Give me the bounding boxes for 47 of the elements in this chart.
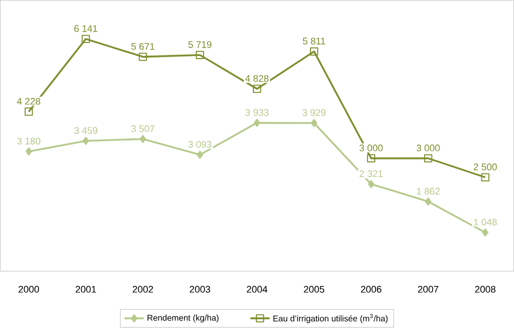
point	[196, 150, 204, 160]
data-label: 3 000	[360, 144, 383, 152]
data-label: 2 500	[474, 164, 497, 171]
point	[196, 51, 204, 60]
data-label: 3 000	[416, 144, 440, 152]
data-label: 3 093	[188, 141, 212, 148]
data-label: 3 929	[302, 109, 326, 116]
x-tick-label: 2008	[475, 286, 496, 293]
data-label: 4 228	[17, 98, 40, 105]
data-label: 3 507	[131, 126, 154, 132]
point	[252, 84, 262, 94]
data-label: 3 459	[74, 127, 98, 134]
x-tick-label: 2000	[18, 286, 40, 293]
x-tick-label: 2002	[132, 286, 154, 293]
point	[140, 135, 146, 144]
point	[310, 48, 318, 56]
point	[82, 35, 90, 44]
x-tick-label: 2004	[246, 286, 268, 293]
x-tick-label: 2007	[418, 286, 438, 293]
point	[482, 228, 488, 237]
x-tick-label: 2001	[76, 286, 96, 293]
point	[481, 173, 490, 182]
x-tick-label: 2005	[304, 286, 324, 293]
point	[310, 119, 318, 128]
x-tick-label: 2006	[360, 286, 382, 293]
legend-label: Rendement (kg/ha)	[148, 314, 219, 323]
point	[26, 148, 32, 156]
point	[24, 108, 33, 116]
point	[138, 52, 147, 62]
data-label: 1 048	[474, 218, 497, 226]
data-label: 2 321	[360, 170, 383, 178]
point	[254, 118, 260, 128]
point	[82, 136, 90, 146]
point	[368, 180, 374, 188]
point	[424, 154, 432, 163]
data-label: 1 862	[416, 188, 440, 195]
data-label: 5 811	[302, 38, 326, 45]
x-tick-label: 2003	[190, 286, 210, 293]
legend-label: Eau d’irrigation utilisée (m$^{3}$/ha)	[273, 314, 388, 324]
data-label: 6 141	[74, 25, 98, 32]
data-label: 3 180	[17, 138, 40, 145]
point	[367, 154, 376, 163]
data-label: 5 719	[188, 41, 212, 48]
data-label: 5 671	[131, 43, 154, 50]
point	[424, 198, 432, 206]
data-label: 4 828	[245, 75, 269, 82]
data-label: 3 933	[245, 109, 269, 116]
